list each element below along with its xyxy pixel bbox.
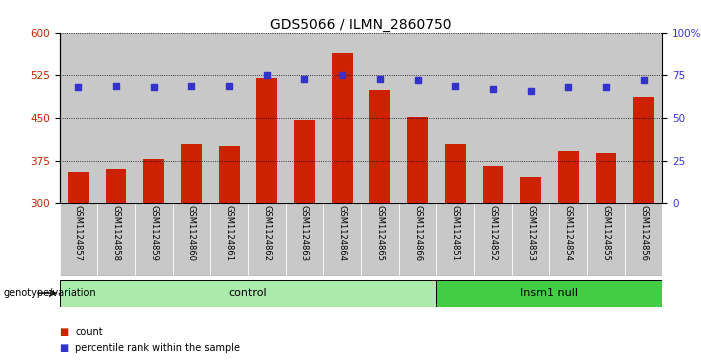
- Bar: [512, 33, 550, 203]
- Bar: [286, 33, 323, 203]
- Bar: [558, 151, 578, 203]
- Bar: [520, 176, 541, 203]
- Bar: [60, 203, 97, 276]
- Bar: [625, 33, 662, 203]
- Bar: [210, 203, 248, 276]
- Bar: [550, 203, 587, 276]
- Point: [299, 76, 310, 82]
- Text: GSM1124853: GSM1124853: [526, 205, 535, 261]
- Bar: [68, 172, 89, 203]
- Bar: [436, 280, 662, 307]
- Point: [148, 84, 159, 90]
- Bar: [332, 53, 353, 203]
- Point: [449, 83, 461, 89]
- Text: ■: ■: [60, 327, 69, 337]
- Point: [525, 88, 536, 94]
- Text: genotype/variation: genotype/variation: [4, 288, 96, 298]
- Text: GSM1124857: GSM1124857: [74, 205, 83, 261]
- Bar: [445, 144, 465, 203]
- Bar: [144, 159, 164, 203]
- Point: [261, 72, 273, 78]
- Text: percentile rank within the sample: percentile rank within the sample: [75, 343, 240, 354]
- Point: [600, 84, 611, 90]
- Bar: [181, 144, 202, 203]
- Bar: [399, 33, 436, 203]
- Text: count: count: [75, 327, 102, 337]
- Bar: [60, 33, 97, 203]
- Bar: [587, 33, 625, 203]
- Point: [638, 78, 649, 83]
- Bar: [97, 203, 135, 276]
- Bar: [172, 33, 210, 203]
- Text: GSM1124863: GSM1124863: [300, 205, 309, 262]
- Bar: [135, 203, 172, 276]
- Bar: [361, 33, 399, 203]
- Bar: [436, 203, 474, 276]
- Bar: [407, 117, 428, 203]
- Point: [563, 84, 574, 90]
- Bar: [323, 203, 361, 276]
- Text: ■: ■: [60, 343, 69, 354]
- Bar: [369, 90, 390, 203]
- Text: GSM1124856: GSM1124856: [639, 205, 648, 261]
- Text: GSM1124854: GSM1124854: [564, 205, 573, 261]
- Bar: [436, 33, 474, 203]
- Bar: [625, 203, 662, 276]
- Bar: [587, 203, 625, 276]
- Bar: [135, 33, 172, 203]
- Text: GSM1124852: GSM1124852: [489, 205, 498, 261]
- Bar: [474, 33, 512, 203]
- Text: GSM1124861: GSM1124861: [224, 205, 233, 261]
- Point: [412, 78, 423, 83]
- Bar: [97, 33, 135, 203]
- Bar: [596, 153, 616, 203]
- Bar: [210, 33, 248, 203]
- Point: [186, 83, 197, 89]
- Bar: [248, 33, 286, 203]
- Text: GSM1124866: GSM1124866: [413, 205, 422, 262]
- Bar: [286, 203, 323, 276]
- Bar: [248, 203, 286, 276]
- Point: [487, 86, 498, 92]
- Text: GSM1124859: GSM1124859: [149, 205, 158, 261]
- Bar: [482, 166, 503, 203]
- Bar: [219, 146, 240, 203]
- Bar: [106, 169, 126, 203]
- Text: GSM1124858: GSM1124858: [111, 205, 121, 261]
- Bar: [323, 33, 361, 203]
- Text: GSM1124860: GSM1124860: [187, 205, 196, 261]
- Point: [224, 83, 235, 89]
- Bar: [172, 203, 210, 276]
- Text: GSM1124865: GSM1124865: [375, 205, 384, 261]
- Title: GDS5066 / ILMN_2860750: GDS5066 / ILMN_2860750: [271, 18, 451, 32]
- Point: [374, 76, 386, 82]
- Text: GSM1124851: GSM1124851: [451, 205, 460, 261]
- Bar: [257, 78, 277, 203]
- Text: GSM1124855: GSM1124855: [601, 205, 611, 261]
- Point: [73, 84, 84, 90]
- Text: GSM1124862: GSM1124862: [262, 205, 271, 261]
- Point: [111, 83, 122, 89]
- Bar: [474, 203, 512, 276]
- Bar: [361, 203, 399, 276]
- Bar: [294, 120, 315, 203]
- Text: control: control: [229, 288, 267, 298]
- Bar: [399, 203, 436, 276]
- Bar: [60, 280, 436, 307]
- Bar: [633, 97, 654, 203]
- Point: [336, 72, 348, 78]
- Bar: [512, 203, 550, 276]
- Text: GSM1124864: GSM1124864: [338, 205, 347, 261]
- Text: Insm1 null: Insm1 null: [520, 288, 578, 298]
- Bar: [550, 33, 587, 203]
